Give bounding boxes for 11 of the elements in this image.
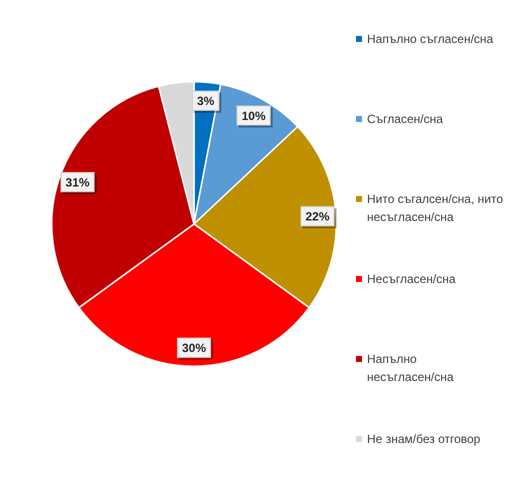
category-label: Нито съгалсен/сна, нито несъгласен/сна: [367, 192, 504, 224]
data-label: 10%: [242, 108, 266, 123]
legend-label: Напълно несъгласен/сна: [367, 352, 454, 384]
data-label: 30%: [182, 341, 206, 356]
legend-label: Несъгласен/сна: [367, 272, 456, 286]
legend-label: Не знам/без отговор: [367, 432, 480, 446]
legend-label: Напълно съгласен/сна: [367, 32, 494, 46]
legend-label: Съгласен/сна: [367, 112, 443, 126]
data-label: 31%: [66, 175, 90, 190]
data-label: 3%: [196, 94, 215, 108]
data-label: 22%: [306, 210, 330, 224]
